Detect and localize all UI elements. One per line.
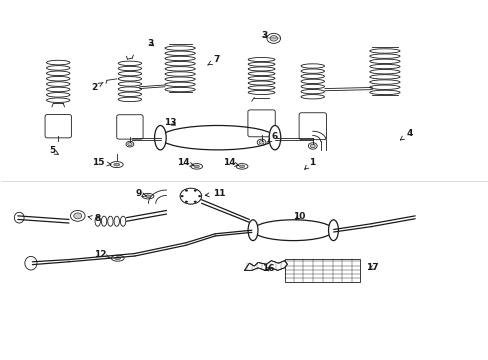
Circle shape [180,188,201,204]
Ellipse shape [247,220,258,240]
Circle shape [74,213,81,219]
Ellipse shape [142,193,154,199]
Text: 17: 17 [365,264,378,273]
Text: 16: 16 [261,265,274,274]
Circle shape [193,189,196,192]
Circle shape [193,201,196,203]
Ellipse shape [328,220,338,240]
Text: 1: 1 [304,158,314,169]
Ellipse shape [268,126,280,150]
Circle shape [180,195,183,197]
Circle shape [70,211,85,221]
FancyBboxPatch shape [299,113,326,140]
FancyBboxPatch shape [284,259,360,282]
Circle shape [310,144,315,148]
Circle shape [269,36,277,41]
Text: 14: 14 [222,158,238,167]
Ellipse shape [111,255,124,261]
Text: 2: 2 [91,82,103,92]
Ellipse shape [145,195,150,197]
Ellipse shape [110,162,123,168]
FancyBboxPatch shape [247,110,275,137]
Text: 14: 14 [177,158,193,167]
Circle shape [127,143,132,146]
FancyBboxPatch shape [45,114,71,138]
Ellipse shape [239,165,244,168]
Circle shape [308,143,317,149]
Text: 12: 12 [94,250,110,259]
Polygon shape [244,261,287,270]
Ellipse shape [14,212,24,223]
Circle shape [184,192,196,201]
Circle shape [180,188,201,204]
Text: 3: 3 [260,31,266,40]
FancyBboxPatch shape [117,115,143,139]
Circle shape [184,201,187,203]
Text: 7: 7 [207,55,219,65]
Ellipse shape [25,256,37,270]
Text: 13: 13 [164,118,176,127]
Circle shape [266,33,280,43]
Circle shape [126,141,134,147]
Ellipse shape [236,163,247,169]
Text: 4: 4 [400,129,412,140]
Circle shape [257,139,265,145]
Text: 3: 3 [147,39,154,48]
Text: 8: 8 [88,214,100,223]
Text: 10: 10 [292,212,305,221]
Ellipse shape [115,257,121,260]
Text: 9: 9 [135,189,146,198]
Circle shape [259,140,264,144]
Circle shape [198,195,201,197]
Circle shape [184,189,187,192]
Ellipse shape [194,165,199,168]
Text: 15: 15 [92,158,111,167]
Ellipse shape [190,163,202,169]
Ellipse shape [114,163,120,166]
Ellipse shape [154,126,166,150]
Text: 5: 5 [49,146,58,155]
Text: 6: 6 [267,132,277,142]
Text: 11: 11 [205,189,225,198]
